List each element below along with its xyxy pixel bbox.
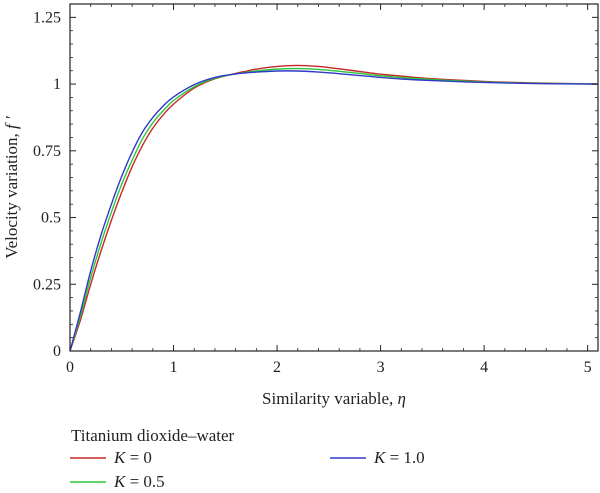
plot-frame (69, 3, 599, 352)
legend-label-2: K = 1.0 (373, 448, 425, 467)
series-line-1 (69, 67, 599, 352)
y-tick-label: 0.5 (41, 210, 61, 227)
x-axis-ticks: 0 1 2 3 4 5 (66, 4, 592, 376)
legend-items: K = 0 K = 0.5 K = 1.0 (70, 448, 425, 491)
x-axis-label: Similarity variable, η (262, 389, 406, 408)
plot-area: 0 1 2 3 4 5 0 0.25 0.5 0.75 1 1.25 (33, 3, 599, 376)
y-tick-label: 1.25 (33, 9, 61, 26)
legend-title: Titanium dioxide–water (71, 426, 235, 445)
legend-label-0: K = 0 (113, 448, 152, 467)
y-tick-label: 0.75 (33, 143, 61, 160)
x-tick-label: 3 (377, 359, 385, 376)
x-tick-label: 2 (273, 359, 281, 376)
series-line-0 (69, 64, 599, 352)
x-tick-label: 4 (480, 359, 488, 376)
y-tick-label: 0.25 (33, 276, 61, 293)
x-tick-label: 1 (170, 359, 178, 376)
series-lines (69, 64, 599, 352)
y-tick-label: 0 (53, 343, 61, 360)
y-tick-label: 1 (53, 76, 61, 93)
legend-label-1: K = 0.5 (113, 472, 165, 491)
y-axis-label: Velocity variation, f ′ (2, 116, 21, 259)
y-axis-ticks: 0 0.25 0.5 0.75 1 1.25 (33, 9, 598, 360)
legend: Titanium dioxide–water K = 0 K = 0.5 K = 1… (70, 426, 425, 491)
x-tick-label: 5 (584, 359, 592, 376)
x-tick-label: 0 (66, 359, 74, 376)
series-line-2 (69, 70, 599, 352)
